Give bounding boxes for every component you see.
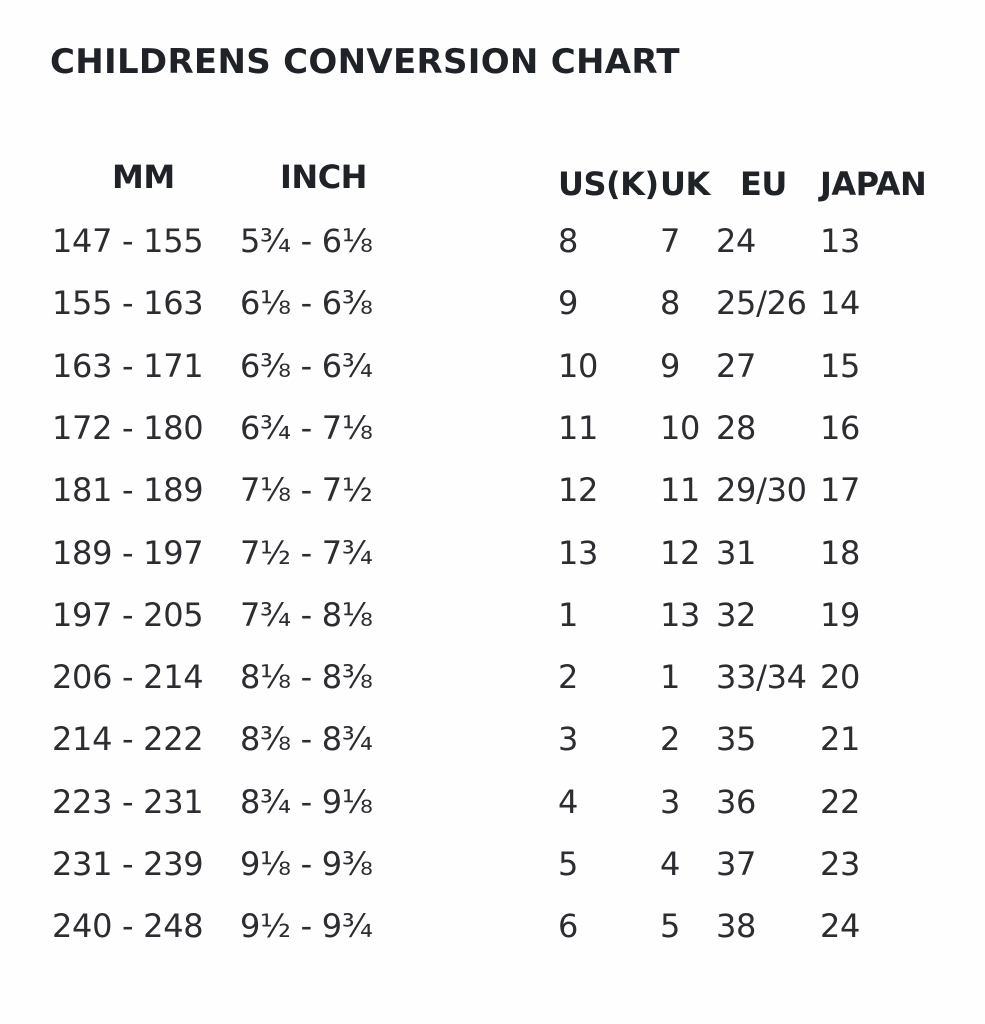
cell-japan: 16 (820, 408, 861, 447)
cell-eu: 24 (716, 222, 757, 260)
cell-us: 12 (558, 471, 599, 510)
cell-eu: 37 (716, 845, 757, 883)
cell-us: 3 (558, 720, 579, 759)
cell-mm: 189 - 197 (52, 533, 204, 572)
cell-mm: 206 - 214 (52, 658, 204, 697)
cell-inch: 5¾ - 6⅛ (240, 222, 373, 260)
cell-eu: 25/26 (716, 284, 807, 323)
cell-inch: 6⅛ - 6⅜ (240, 284, 373, 323)
cell-inch: 6⅜ - 6¾ (240, 346, 373, 385)
cell-uk: 1 (660, 658, 681, 697)
cell-eu: 28 (716, 408, 757, 447)
cell-mm: 147 - 155 (52, 222, 204, 260)
cell-uk: 9 (660, 346, 681, 385)
cell-japan: 21 (820, 720, 861, 759)
cell-uk: 10 (660, 408, 701, 447)
cell-us: 5 (558, 845, 579, 883)
cell-us: 1 (558, 595, 579, 634)
cell-mm: 197 - 205 (52, 595, 204, 634)
cell-inch: 6¾ - 7⅛ (240, 408, 373, 447)
cell-inch: 7¾ - 8⅛ (240, 595, 373, 634)
cell-inch: 9⅛ - 9⅜ (240, 845, 373, 883)
cell-us: 9 (558, 284, 579, 323)
cell-eu: 38 (716, 907, 757, 946)
cell-us: 2 (558, 658, 579, 697)
cell-eu: 36 (716, 782, 757, 821)
cell-eu: 31 (716, 533, 757, 572)
cell-uk: 12 (660, 533, 701, 572)
cell-inch: 7½ - 7¾ (240, 533, 373, 572)
cell-inch: 8⅛ - 8⅜ (240, 658, 373, 697)
cell-japan: 15 (820, 346, 861, 385)
cell-japan: 23 (820, 845, 861, 883)
cell-inch: 7⅛ - 7½ (240, 471, 373, 510)
chart-title: CHILDRENS CONVERSION CHART (50, 42, 680, 82)
header-us: US(K) (558, 165, 659, 203)
cell-eu: 35 (716, 720, 757, 759)
cell-japan: 22 (820, 782, 861, 821)
cell-uk: 4 (660, 845, 681, 883)
cell-mm: 231 - 239 (52, 845, 204, 883)
cell-uk: 13 (660, 595, 701, 634)
cell-uk: 2 (660, 720, 681, 759)
cell-mm: 214 - 222 (52, 720, 204, 759)
cell-japan: 13 (820, 222, 861, 260)
cell-mm: 163 - 171 (52, 346, 204, 385)
cell-mm: 223 - 231 (52, 782, 204, 821)
header-eu: EU (740, 165, 787, 203)
cell-inch: 8⅜ - 8¾ (240, 720, 373, 759)
cell-uk: 11 (660, 471, 701, 510)
cell-mm: 181 - 189 (52, 471, 204, 510)
cell-uk: 8 (660, 284, 681, 323)
cell-japan: 20 (820, 658, 861, 697)
cell-us: 6 (558, 907, 579, 946)
cell-mm: 172 - 180 (52, 408, 204, 447)
cell-eu: 32 (716, 595, 757, 634)
cell-uk: 5 (660, 907, 681, 946)
cell-japan: 18 (820, 533, 861, 572)
cell-japan: 24 (820, 907, 861, 946)
cell-inch: 8¾ - 9⅛ (240, 782, 373, 821)
header-inch: INCH (280, 158, 367, 196)
cell-us: 11 (558, 408, 599, 447)
header-japan: JAPAN (820, 165, 927, 203)
cell-eu: 29/30 (716, 471, 807, 510)
cell-uk: 3 (660, 782, 681, 821)
cell-japan: 19 (820, 595, 861, 634)
cell-uk: 7 (660, 222, 681, 260)
cell-us: 8 (558, 222, 579, 260)
cell-inch: 9½ - 9¾ (240, 907, 373, 946)
cell-us: 4 (558, 782, 579, 821)
cell-us: 10 (558, 346, 599, 385)
cell-eu: 33/34 (716, 658, 807, 697)
cell-mm: 155 - 163 (52, 284, 204, 323)
header-mm: MM (112, 158, 175, 196)
cell-mm: 240 - 248 (52, 907, 204, 946)
header-uk: UK (660, 165, 710, 203)
cell-eu: 27 (716, 346, 757, 385)
cell-japan: 14 (820, 284, 861, 323)
cell-us: 13 (558, 533, 599, 572)
cell-japan: 17 (820, 471, 861, 510)
